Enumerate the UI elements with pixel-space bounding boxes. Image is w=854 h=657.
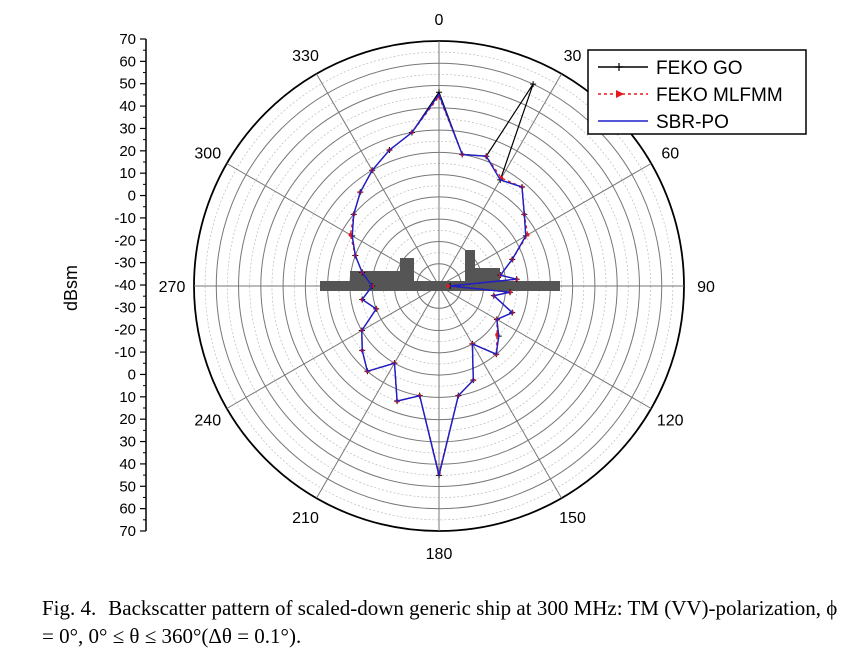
radial-axis-tick-label: -10 (114, 344, 136, 361)
angle-tick-label: 90 (697, 279, 715, 296)
radial-axis-tick-label: 20 (119, 143, 136, 160)
legend-label: SBR-PO (656, 112, 729, 133)
grid-spoke (438, 285, 652, 409)
radial-axis-tick-label: -40 (114, 277, 136, 294)
radial-axis-tick-label: 10 (119, 389, 136, 406)
angle-tick-label: 180 (426, 546, 453, 563)
data-point (446, 284, 450, 288)
grid-spoke (316, 285, 440, 499)
radial-axis-tick-label: 20 (119, 411, 136, 428)
series-sbr-po-trace (351, 93, 527, 476)
caption-number: Fig. 4. (42, 596, 97, 620)
angle-tick-label: 30 (564, 48, 582, 65)
angle-tick-label: 330 (292, 48, 319, 65)
radial-axis-tick-label: 0 (128, 188, 136, 205)
radial-axis-tick-label: 50 (119, 478, 136, 495)
radial-axis-tick-label: 70 (119, 31, 136, 48)
radial-axis-tick-label: -20 (114, 322, 136, 339)
legend-marker (615, 63, 623, 71)
legend-marker (616, 90, 624, 98)
angle-tick-labels: 0 30 60 90 120 150 180 210 240 270 300 330 (159, 12, 715, 563)
legend-label: FEKO MLFMM (656, 85, 783, 106)
angle-tick-label: 60 (661, 146, 679, 163)
radial-axis-tick-label: 60 (119, 501, 136, 518)
radial-axis-tick-label: 30 (119, 434, 136, 451)
series-layer (348, 81, 537, 479)
radial-axis: 70 60 50 40 30 20 10 0 -10 -20 -30 -40 -30 -20 -10 0 10 2… (114, 31, 147, 540)
radial-axis-tick-label: 40 (119, 98, 136, 115)
radial-axis-tick-label: 40 (119, 456, 136, 473)
caption-text: Backscatter pattern of scaled-down gener… (42, 596, 838, 648)
angle-tick-label: 0 (435, 12, 444, 29)
grid-spoke (316, 73, 440, 287)
radial-axis-tick-label: 70 (119, 523, 136, 540)
radial-axis-tick-label: 10 (119, 165, 136, 182)
figure-caption: Fig. 4. Backscatter pattern of scaled-dow… (42, 594, 842, 650)
data-point (530, 81, 537, 88)
legend-label: FEKO GO (656, 58, 743, 79)
series-feko-mlfmm-trace (349, 95, 529, 474)
data-point (348, 232, 353, 237)
angle-tick-label: 150 (559, 510, 586, 527)
radial-axis-tick-label: -30 (114, 299, 136, 316)
grid-spoke (438, 285, 562, 499)
angle-tick-label: 270 (159, 279, 186, 296)
radial-axis-tick-label: 60 (119, 53, 136, 70)
angle-tick-label: 210 (292, 510, 319, 527)
grid-spoke (226, 285, 440, 409)
ship-silhouette (320, 250, 560, 291)
ylabel: dBsm (61, 265, 81, 311)
angle-tick-label: 240 (194, 413, 221, 430)
angle-tick-label: 120 (657, 413, 684, 430)
data-point (525, 232, 530, 237)
radial-axis-tick-label: -30 (114, 255, 136, 272)
legend: FEKO GO FEKO MLFMM SBR-PO (587, 49, 807, 135)
angle-tick-label: 300 (194, 146, 221, 163)
radial-axis-tick-label: 30 (119, 120, 136, 137)
radial-axis-tick-label: 0 (128, 366, 136, 383)
radial-axis-tick-label: -20 (114, 232, 136, 249)
radial-axis-tick-label: 50 (119, 76, 136, 93)
radial-axis-tick-label: -10 (114, 210, 136, 227)
